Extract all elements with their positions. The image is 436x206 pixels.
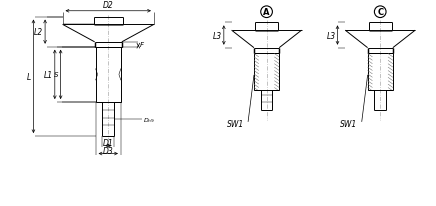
- Text: S: S: [54, 72, 59, 78]
- Text: L2: L2: [34, 28, 43, 37]
- Text: A: A: [263, 8, 270, 17]
- Text: C: C: [377, 8, 383, 17]
- Text: F: F: [140, 42, 144, 48]
- Text: L1: L1: [44, 70, 53, 80]
- Text: L3: L3: [327, 31, 336, 40]
- Text: L3: L3: [213, 31, 222, 40]
- Text: SW1: SW1: [227, 119, 244, 128]
- Text: $D_{h9}$: $D_{h9}$: [143, 115, 155, 124]
- Text: L: L: [27, 73, 31, 81]
- Text: D1: D1: [103, 138, 114, 147]
- Text: SW1: SW1: [341, 119, 358, 128]
- Text: D2: D2: [103, 1, 114, 10]
- Text: D3: D3: [103, 146, 114, 155]
